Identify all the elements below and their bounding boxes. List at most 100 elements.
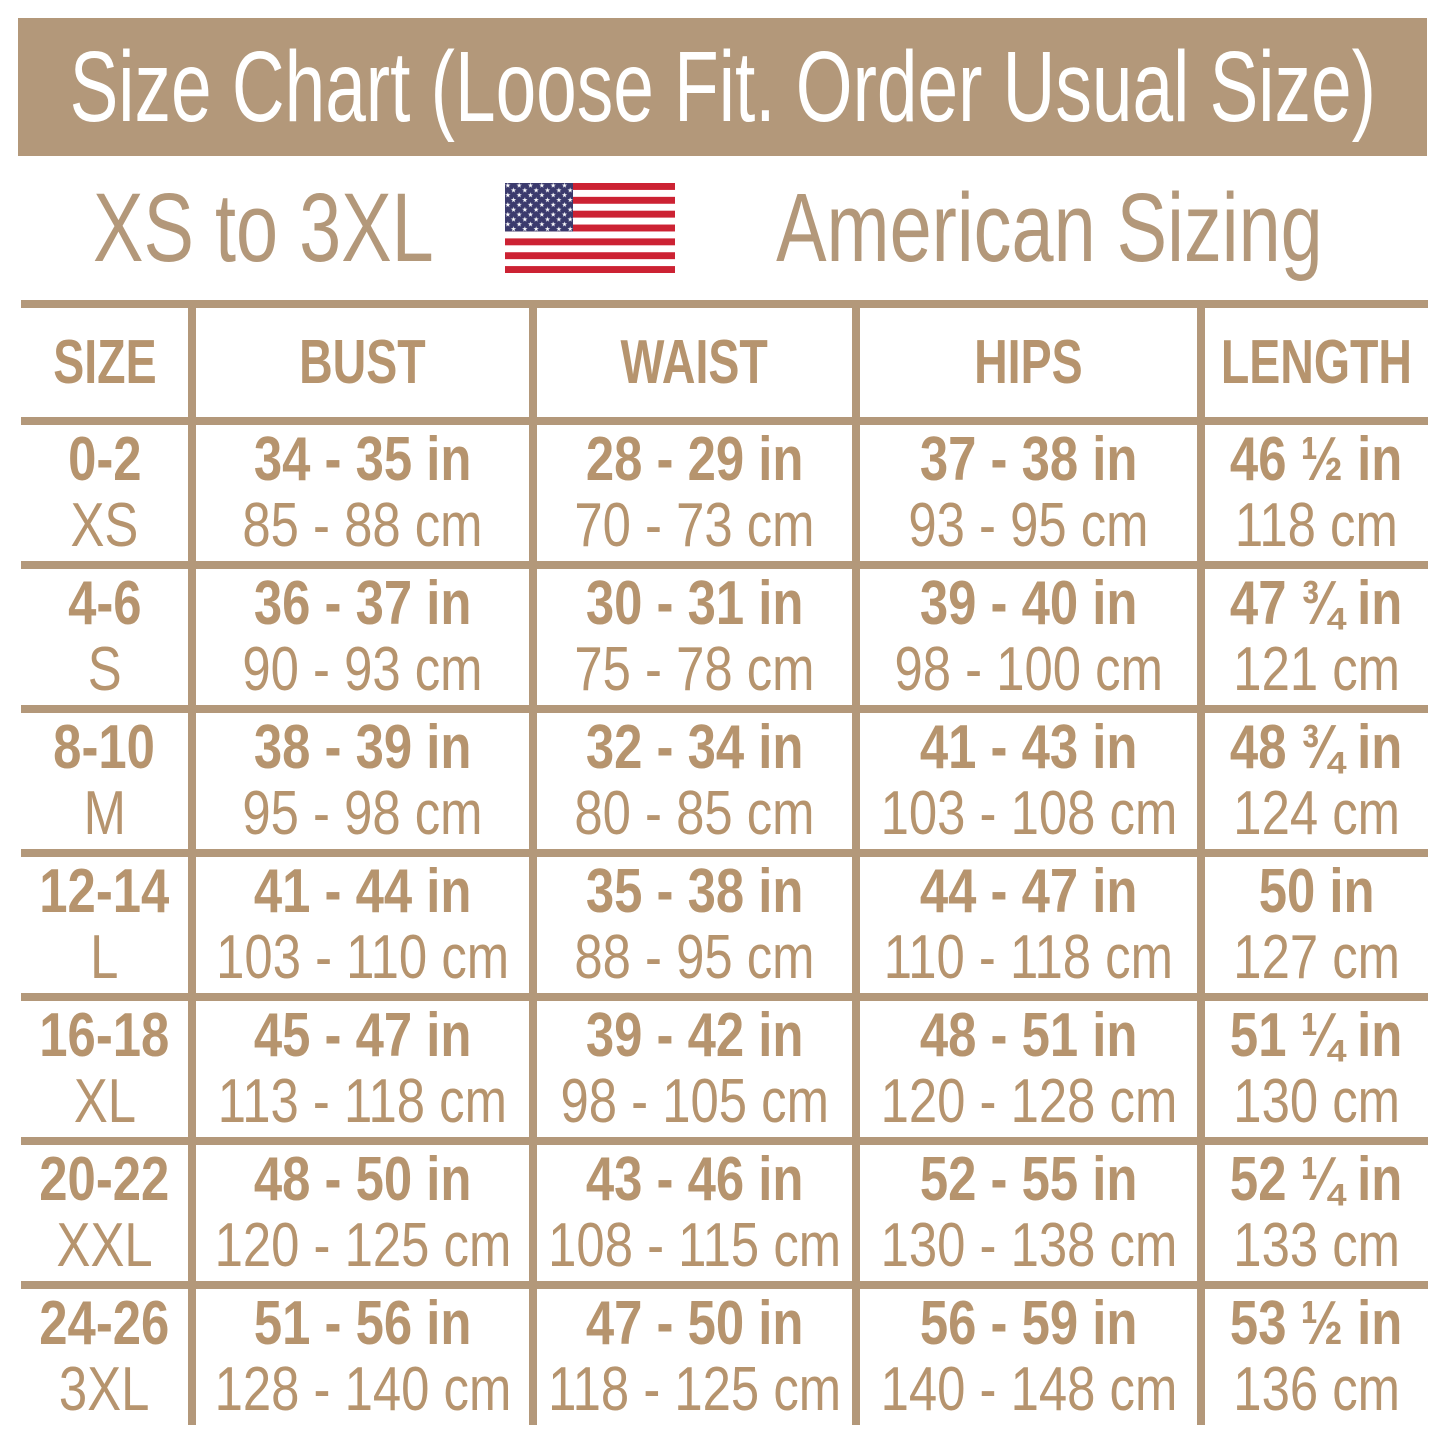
column-header-bust-label: BUST bbox=[299, 328, 426, 397]
cell-size-m: 8-10 M bbox=[21, 705, 188, 849]
waist-inches: 39 - 42 in bbox=[585, 1001, 804, 1070]
size-number: 12-14 bbox=[39, 857, 170, 926]
bust-cm: 120 - 125 cm bbox=[214, 1211, 511, 1280]
cell-waist-m: 32 - 34 in 80 - 85 cm bbox=[529, 705, 852, 849]
waist-inches: 32 - 34 in bbox=[585, 713, 804, 782]
bust-inches: 48 - 50 in bbox=[253, 1145, 472, 1214]
waist-inches: 47 - 50 in bbox=[585, 1289, 804, 1358]
cell-length-xs: 46 ½ in 118 cm bbox=[1197, 417, 1428, 561]
length-inches: 53 ½ in bbox=[1230, 1289, 1403, 1358]
subtitle-sizing-label: American Sizing bbox=[776, 173, 1324, 282]
cell-length-s: 47 ¾ in 121 cm bbox=[1197, 561, 1428, 705]
bust-cm: 95 - 98 cm bbox=[242, 779, 483, 848]
size-number: 20-22 bbox=[39, 1145, 170, 1214]
size-letter: M bbox=[83, 779, 126, 848]
cell-waist-xl: 39 - 42 in 98 - 105 cm bbox=[529, 993, 852, 1137]
cell-bust-xl: 45 - 47 in 113 - 118 cm bbox=[188, 993, 529, 1137]
column-header-bust: BUST bbox=[188, 300, 529, 417]
waist-cm: 70 - 73 cm bbox=[574, 491, 815, 560]
page-title: Size Chart (Loose Fit. Order Usual Size) bbox=[69, 30, 1376, 143]
waist-inches: 43 - 46 in bbox=[585, 1145, 804, 1214]
length-inches: 50 in bbox=[1258, 857, 1375, 926]
column-header-length: LENGTH bbox=[1197, 300, 1428, 417]
hips-inches: 48 - 51 in bbox=[919, 1001, 1138, 1070]
hips-cm: 98 - 100 cm bbox=[894, 635, 1163, 704]
bust-inches: 36 - 37 in bbox=[253, 569, 472, 638]
cell-length-xxl: 52 ¼ in 133 cm bbox=[1197, 1137, 1428, 1281]
size-number: 16-18 bbox=[39, 1001, 170, 1070]
bust-cm: 90 - 93 cm bbox=[242, 635, 483, 704]
cell-hips-3xl: 56 - 59 in 140 - 148 cm bbox=[852, 1281, 1197, 1425]
bust-inches: 45 - 47 in bbox=[253, 1001, 472, 1070]
bust-inches: 51 - 56 in bbox=[253, 1289, 472, 1358]
column-header-size: SIZE bbox=[21, 300, 188, 417]
cell-hips-m: 41 - 43 in 103 - 108 cm bbox=[852, 705, 1197, 849]
cell-length-l: 50 in 127 cm bbox=[1197, 849, 1428, 993]
length-inches: 52 ¼ in bbox=[1230, 1145, 1403, 1214]
size-letter: S bbox=[87, 635, 122, 704]
size-number: 4-6 bbox=[67, 569, 142, 638]
cell-size-xs: 0-2 XS bbox=[21, 417, 188, 561]
length-cm: 133 cm bbox=[1233, 1211, 1400, 1280]
cell-hips-l: 44 - 47 in 110 - 118 cm bbox=[852, 849, 1197, 993]
flag-stripes-red bbox=[505, 183, 676, 273]
hips-cm: 93 - 95 cm bbox=[908, 491, 1149, 560]
hips-inches: 52 - 55 in bbox=[919, 1145, 1138, 1214]
cell-size-l: 12-14 L bbox=[21, 849, 188, 993]
length-cm: 127 cm bbox=[1233, 923, 1400, 992]
hips-cm: 140 - 148 cm bbox=[880, 1355, 1177, 1424]
size-letter: XL bbox=[73, 1067, 136, 1136]
hips-inches: 56 - 59 in bbox=[919, 1289, 1138, 1358]
cell-waist-3xl: 47 - 50 in 118 - 125 cm bbox=[529, 1281, 852, 1425]
bust-inches: 34 - 35 in bbox=[253, 425, 472, 494]
subtitle-size-range: XS to 3XL bbox=[92, 173, 434, 282]
hips-cm: 103 - 108 cm bbox=[880, 779, 1177, 848]
length-inches: 48 ¾ in bbox=[1230, 713, 1403, 782]
hips-cm: 120 - 128 cm bbox=[880, 1067, 1177, 1136]
cell-size-3xl: 24-26 3XL bbox=[21, 1281, 188, 1425]
hips-inches: 44 - 47 in bbox=[919, 857, 1138, 926]
cell-hips-xs: 37 - 38 in 93 - 95 cm bbox=[852, 417, 1197, 561]
cell-size-xxl: 20-22 XXL bbox=[21, 1137, 188, 1281]
cell-hips-xxl: 52 - 55 in 130 - 138 cm bbox=[852, 1137, 1197, 1281]
length-inches: 47 ¾ in bbox=[1230, 569, 1403, 638]
size-letter: 3XL bbox=[59, 1355, 150, 1424]
waist-inches: 30 - 31 in bbox=[585, 569, 804, 638]
length-cm: 136 cm bbox=[1233, 1355, 1400, 1424]
hips-cm: 130 - 138 cm bbox=[880, 1211, 1177, 1280]
size-letter: XS bbox=[70, 491, 139, 560]
size-number: 24-26 bbox=[39, 1289, 170, 1358]
waist-cm: 118 - 125 cm bbox=[548, 1355, 841, 1424]
length-inches: 51 ¼ in bbox=[1230, 1001, 1403, 1070]
bust-inches: 38 - 39 in bbox=[253, 713, 472, 782]
waist-cm: 98 - 105 cm bbox=[560, 1067, 829, 1136]
waist-cm: 108 - 115 cm bbox=[548, 1211, 841, 1280]
column-header-waist: WAIST bbox=[529, 300, 852, 417]
hips-cm: 110 - 118 cm bbox=[883, 923, 1174, 992]
length-cm: 124 cm bbox=[1233, 779, 1400, 848]
cell-hips-xl: 48 - 51 in 120 - 128 cm bbox=[852, 993, 1197, 1137]
size-table: SIZE BUST WAIST HIPS LENGTH 0-2 XS 34 - … bbox=[21, 300, 1428, 1425]
length-cm: 121 cm bbox=[1233, 635, 1400, 704]
waist-cm: 75 - 78 cm bbox=[574, 635, 815, 704]
cell-bust-xxl: 48 - 50 in 120 - 125 cm bbox=[188, 1137, 529, 1281]
column-header-length-label: LENGTH bbox=[1220, 328, 1413, 397]
cell-bust-l: 41 - 44 in 103 - 110 cm bbox=[188, 849, 529, 993]
size-number: 8-10 bbox=[53, 713, 156, 782]
waist-cm: 80 - 85 cm bbox=[574, 779, 815, 848]
hips-inches: 37 - 38 in bbox=[919, 425, 1138, 494]
waist-inches: 35 - 38 in bbox=[585, 857, 804, 926]
subtitle-row: XS to 3XL American Sizing bbox=[0, 156, 1445, 300]
column-header-size-label: SIZE bbox=[52, 328, 157, 397]
us-flag-icon bbox=[505, 183, 676, 273]
title-banner: Size Chart (Loose Fit. Order Usual Size) bbox=[18, 18, 1427, 156]
cell-size-xl: 16-18 XL bbox=[21, 993, 188, 1137]
cell-waist-xs: 28 - 29 in 70 - 73 cm bbox=[529, 417, 852, 561]
bust-cm: 85 - 88 cm bbox=[242, 491, 483, 560]
cell-size-s: 4-6 S bbox=[21, 561, 188, 705]
cell-waist-l: 35 - 38 in 88 - 95 cm bbox=[529, 849, 852, 993]
flag-stars bbox=[505, 183, 574, 232]
cell-hips-s: 39 - 40 in 98 - 100 cm bbox=[852, 561, 1197, 705]
length-cm: 130 cm bbox=[1233, 1067, 1400, 1136]
